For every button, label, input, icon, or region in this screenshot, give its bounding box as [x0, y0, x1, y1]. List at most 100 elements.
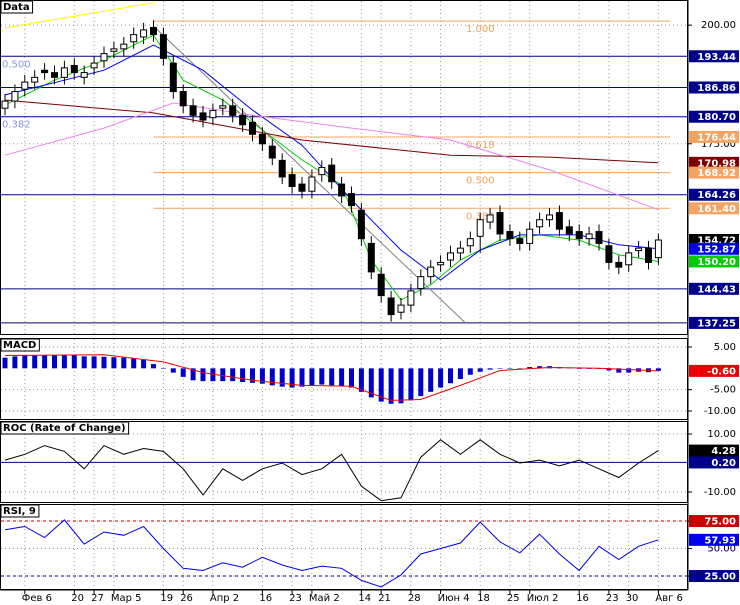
price-tag [689, 166, 739, 179]
histogram-bar [160, 368, 166, 369]
candle-body [486, 214, 494, 223]
histogram-bar [22, 355, 28, 369]
histogram-bar [170, 368, 176, 373]
candle-body [555, 212, 563, 230]
panel-title: Data [3, 2, 30, 13]
histogram-bar [230, 368, 236, 382]
x-tick-label: Июн 4 [438, 593, 470, 604]
y-tick-label: -10.00 [704, 406, 736, 417]
price-tag-label: 0.20 [711, 458, 736, 469]
candle-body [417, 276, 425, 289]
fib-label: 1.000 [466, 24, 495, 35]
price-tag-label: 152.87 [697, 244, 736, 255]
candle-body [209, 110, 217, 119]
histogram-bar [200, 368, 206, 382]
price-tag-label: 176.44 [697, 132, 736, 143]
x-tick-label: Май 2 [309, 593, 340, 604]
candle-body [249, 121, 256, 135]
candle-body [110, 48, 118, 52]
candle-body [377, 273, 385, 297]
panel-title-box [0, 421, 130, 435]
price-tag [689, 50, 739, 63]
candle-body [387, 297, 395, 316]
candle-body [635, 247, 643, 252]
fib-label: 0.500 [2, 59, 31, 70]
x-tick-label: 16 [576, 593, 589, 604]
price-tag-label: -0.60 [707, 366, 736, 377]
candle-body [100, 53, 108, 62]
price-tag [689, 242, 739, 255]
price-tag-label: 150.20 [697, 257, 736, 268]
x-tick-label: 20 [71, 593, 84, 604]
candle-body [31, 76, 39, 83]
moving-average [4, 34, 659, 301]
histogram-bar [537, 366, 543, 369]
candle-body [575, 231, 583, 240]
candle-body [645, 247, 652, 263]
price-tag-label: 154.72 [697, 236, 736, 247]
candle-body [308, 176, 316, 192]
candle-body [516, 238, 524, 244]
histogram-bar [299, 368, 305, 387]
x-tick-label: 23 [606, 593, 619, 604]
price-tag [689, 533, 739, 546]
histogram-bar [190, 368, 196, 381]
histogram-bar [448, 368, 453, 384]
x-tick-label: Авг 6 [655, 593, 683, 604]
histogram-bar [101, 356, 107, 369]
price-tag [689, 130, 739, 143]
candle-body [179, 91, 187, 107]
candle-body [357, 209, 365, 240]
histogram-bar [408, 368, 414, 401]
price-tag-label: 186.86 [697, 83, 736, 94]
x-tick-label: 25 [507, 593, 520, 604]
histogram-bar [378, 368, 384, 402]
candle-body [496, 212, 504, 235]
histogram-bar [428, 368, 434, 392]
candle-body [447, 252, 454, 261]
panel-title-box [0, 0, 34, 14]
candle-body [595, 231, 603, 244]
candle-body [456, 247, 464, 254]
candle-body [21, 81, 29, 90]
panel-title: RSI, 9 [3, 506, 36, 517]
candle-body [565, 226, 573, 235]
histogram-bar [606, 368, 612, 371]
histogram-bar [467, 368, 473, 375]
candle-body [506, 231, 514, 240]
price-tag [689, 515, 739, 528]
price-tag [689, 444, 739, 457]
histogram-bar [91, 356, 97, 369]
histogram-bar [52, 355, 57, 369]
candle-body [625, 252, 633, 266]
candle-body [239, 114, 247, 126]
histogram-bar [517, 368, 523, 369]
histogram-bar [388, 368, 394, 404]
histogram-bar [210, 368, 216, 382]
price-tag [689, 255, 739, 268]
histogram-bar [289, 368, 295, 388]
candle-body [80, 72, 88, 78]
histogram-bar [339, 368, 345, 387]
indicator-line [4, 439, 659, 502]
price-tag-label: 193.44 [697, 52, 736, 63]
histogram-bar [81, 356, 87, 369]
price-tag-label: 137.25 [697, 318, 736, 329]
price-tag [689, 81, 739, 94]
histogram-bar [71, 355, 77, 369]
histogram-bar [131, 358, 137, 369]
panel-title-box [0, 504, 40, 518]
panel-title-box [0, 338, 40, 352]
candle-body [654, 239, 662, 259]
price-tag-label: 168.92 [697, 168, 736, 179]
candle-body [397, 304, 405, 313]
candle-body [585, 233, 593, 240]
histogram-bar [319, 368, 325, 385]
candle-body [268, 145, 276, 159]
y-tick-label: 175.00 [701, 139, 736, 150]
histogram-bar [368, 368, 374, 398]
x-tick-label: 27 [91, 593, 104, 604]
